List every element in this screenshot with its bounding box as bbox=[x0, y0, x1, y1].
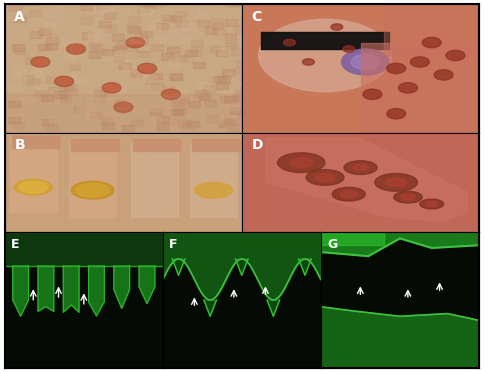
Circle shape bbox=[137, 63, 157, 74]
Circle shape bbox=[342, 49, 389, 75]
Circle shape bbox=[166, 92, 176, 97]
Circle shape bbox=[55, 76, 74, 87]
Circle shape bbox=[284, 39, 295, 46]
Circle shape bbox=[161, 89, 181, 99]
Circle shape bbox=[76, 183, 109, 197]
Circle shape bbox=[344, 161, 377, 174]
Circle shape bbox=[352, 164, 369, 171]
Polygon shape bbox=[13, 266, 29, 316]
Circle shape bbox=[258, 19, 392, 92]
Text: G: G bbox=[327, 238, 337, 251]
Polygon shape bbox=[114, 266, 130, 308]
Polygon shape bbox=[89, 266, 105, 316]
Text: A: A bbox=[15, 10, 25, 24]
Circle shape bbox=[446, 50, 465, 61]
Text: E: E bbox=[11, 238, 20, 251]
Circle shape bbox=[60, 79, 69, 84]
Polygon shape bbox=[267, 300, 280, 316]
Polygon shape bbox=[38, 266, 54, 311]
Circle shape bbox=[306, 170, 344, 185]
Circle shape bbox=[119, 105, 128, 110]
Circle shape bbox=[114, 102, 133, 112]
Circle shape bbox=[375, 173, 418, 191]
Circle shape bbox=[363, 89, 382, 99]
Text: C: C bbox=[252, 10, 262, 24]
Polygon shape bbox=[172, 259, 185, 275]
Text: F: F bbox=[169, 238, 178, 251]
Text: D: D bbox=[252, 138, 263, 152]
Circle shape bbox=[107, 85, 116, 90]
Circle shape bbox=[302, 59, 314, 65]
Circle shape bbox=[422, 37, 441, 48]
Circle shape bbox=[71, 182, 114, 199]
Circle shape bbox=[426, 202, 438, 206]
Circle shape bbox=[316, 173, 334, 182]
Circle shape bbox=[195, 182, 232, 198]
Circle shape bbox=[331, 24, 343, 30]
Polygon shape bbox=[235, 259, 248, 275]
Circle shape bbox=[277, 153, 325, 173]
Circle shape bbox=[71, 46, 81, 52]
Circle shape bbox=[31, 57, 50, 67]
Polygon shape bbox=[139, 266, 155, 304]
Polygon shape bbox=[321, 307, 479, 368]
Circle shape bbox=[102, 83, 121, 93]
Circle shape bbox=[289, 158, 313, 168]
Circle shape bbox=[351, 54, 379, 70]
Circle shape bbox=[398, 83, 418, 93]
Polygon shape bbox=[63, 266, 79, 312]
Circle shape bbox=[142, 66, 152, 71]
Circle shape bbox=[410, 57, 429, 67]
Circle shape bbox=[340, 191, 357, 198]
Polygon shape bbox=[321, 231, 479, 256]
Polygon shape bbox=[266, 138, 467, 222]
Text: B: B bbox=[15, 138, 25, 152]
Circle shape bbox=[420, 199, 444, 209]
Polygon shape bbox=[204, 300, 216, 316]
Circle shape bbox=[401, 194, 415, 200]
Circle shape bbox=[19, 182, 47, 193]
Circle shape bbox=[434, 70, 453, 80]
Circle shape bbox=[131, 40, 140, 45]
Circle shape bbox=[15, 179, 52, 195]
Circle shape bbox=[126, 37, 145, 48]
Polygon shape bbox=[299, 259, 311, 275]
Circle shape bbox=[36, 60, 45, 65]
Circle shape bbox=[385, 178, 407, 187]
Circle shape bbox=[343, 46, 355, 52]
Circle shape bbox=[387, 63, 406, 74]
Circle shape bbox=[332, 187, 365, 201]
Circle shape bbox=[394, 191, 422, 203]
Circle shape bbox=[66, 44, 86, 54]
Circle shape bbox=[387, 109, 406, 119]
